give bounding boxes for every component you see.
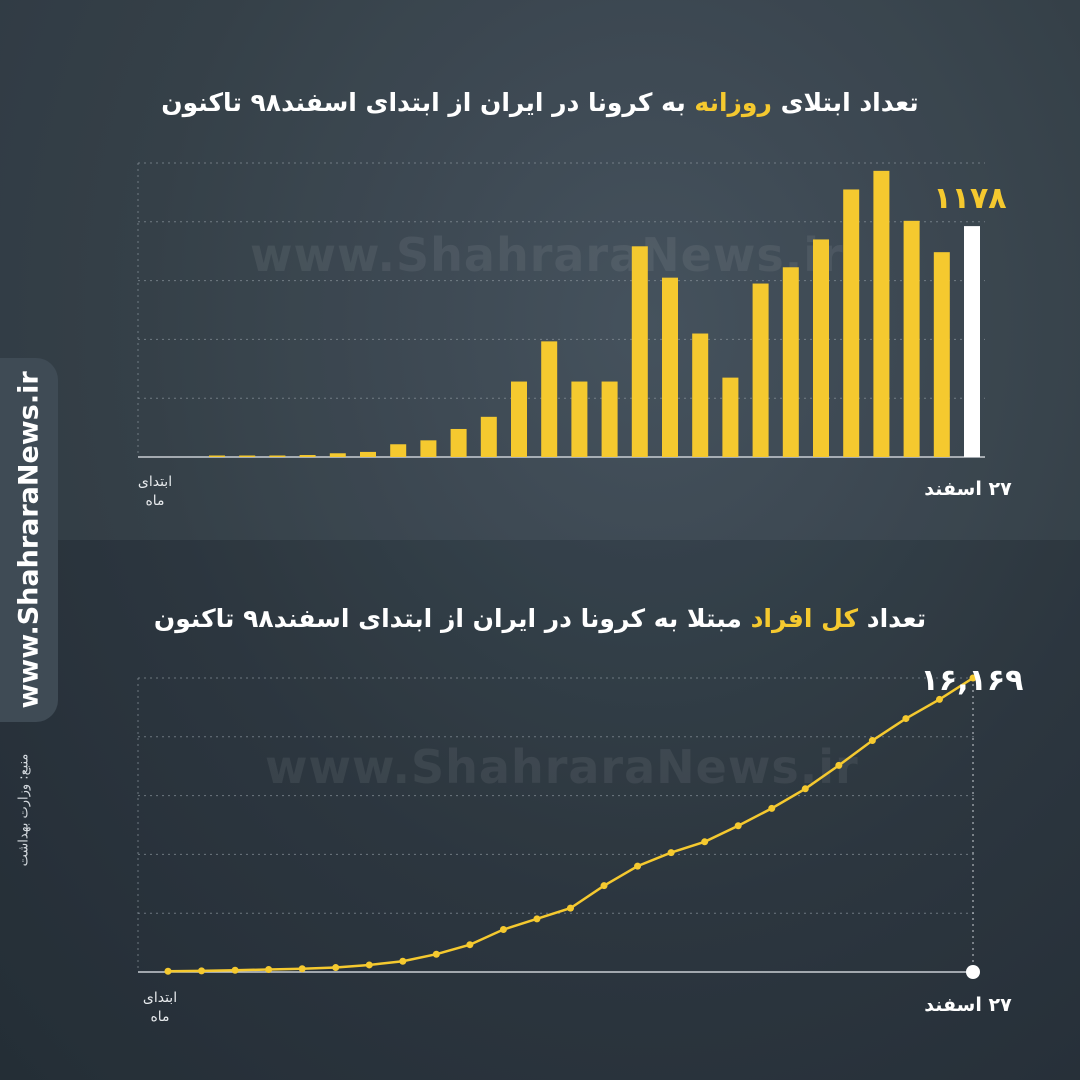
bar [239, 455, 256, 457]
x-start-label-line1: ابتدای [138, 474, 172, 490]
bar [541, 341, 558, 457]
x-start-label-line2: ماه [145, 493, 164, 509]
x-end-label: ۲۷ اسفند [924, 994, 1012, 1016]
bar-title-highlight: روزانه [694, 88, 772, 117]
bar-callout-value: ۱۱۷۸ [933, 181, 1006, 216]
data-point [902, 715, 910, 723]
bar [360, 451, 376, 457]
bar [209, 455, 225, 457]
bar [843, 189, 860, 457]
data-point [701, 838, 709, 846]
bar [873, 170, 890, 457]
bar [329, 453, 346, 457]
bar [480, 416, 497, 457]
data-point [768, 804, 776, 812]
line-title-after: مبتلا به کرونا در ایران از ابتدای اسفند۹… [153, 604, 751, 633]
data-point [265, 965, 273, 973]
line-title-highlight: کل افراد [750, 604, 859, 633]
bar [813, 239, 829, 457]
bar [964, 226, 980, 457]
x-start-label-line1: ابتدای [143, 990, 177, 1006]
data-point [298, 965, 306, 973]
bar [511, 381, 527, 457]
bottom-panel-background [0, 540, 1080, 1080]
bar [390, 444, 407, 457]
side-brand-tab[interactable] [0, 358, 58, 722]
data-point [600, 882, 608, 890]
bar [631, 246, 648, 457]
data-point [634, 862, 642, 870]
line-callout-value: ۱۶,۱۶۹ [921, 663, 1024, 698]
line-chart-title: تعداد کل افراد مبتلا به کرونا در ایران ا… [120, 604, 960, 633]
x-end-label: ۲۷ اسفند [924, 478, 1012, 500]
bar-title-after: به کرونا در ایران از ابتدای اسفند۹۸ تاکن… [161, 88, 695, 117]
data-point [365, 961, 373, 969]
bar [450, 428, 467, 457]
data-point [466, 941, 474, 949]
data-point [432, 950, 440, 958]
data-point [198, 967, 206, 975]
data-point [801, 785, 809, 793]
data-point [969, 674, 977, 682]
data-point [399, 957, 407, 965]
data-point [533, 915, 541, 923]
bar [299, 455, 316, 457]
data-point [868, 737, 876, 745]
watermark-bottom: www.ShahraraNews.ir [265, 740, 859, 794]
bar [933, 252, 950, 457]
data-point [499, 926, 507, 934]
bar [662, 277, 678, 457]
bar [601, 381, 618, 457]
bar-title-before: تعداد ابتلای [771, 88, 919, 117]
daily-cases-bar-chart: ۱۱۷۸ ابتدای ماه ۲۷ اسفند [137, 162, 1012, 509]
data-point [667, 849, 675, 857]
x-start-label-line2: ماه [150, 1009, 169, 1025]
bar [420, 440, 437, 457]
data-point [567, 904, 574, 912]
bar [903, 220, 920, 457]
data-point [935, 695, 943, 703]
bar [692, 333, 709, 457]
series-line [167, 676, 974, 973]
line-title-before: تعداد [858, 604, 927, 633]
bar [782, 267, 799, 457]
bar-chart-title: تعداد ابتلای روزانه به کرونا در ایران از… [120, 88, 960, 117]
bar [269, 455, 286, 457]
bar [722, 377, 739, 457]
total-cases-line-chart: ۱۶,۱۶۹ ابتدای ماه ۲۷ اسفند [137, 663, 1024, 1025]
watermark-top: www.ShahraraNews.ir [250, 228, 844, 282]
data-point [734, 822, 742, 830]
bar [571, 381, 588, 457]
data-point [835, 761, 843, 769]
end-marker [966, 965, 980, 979]
data-point [231, 966, 239, 974]
bar [752, 283, 769, 457]
data-point [332, 964, 340, 972]
data-point [164, 967, 172, 975]
